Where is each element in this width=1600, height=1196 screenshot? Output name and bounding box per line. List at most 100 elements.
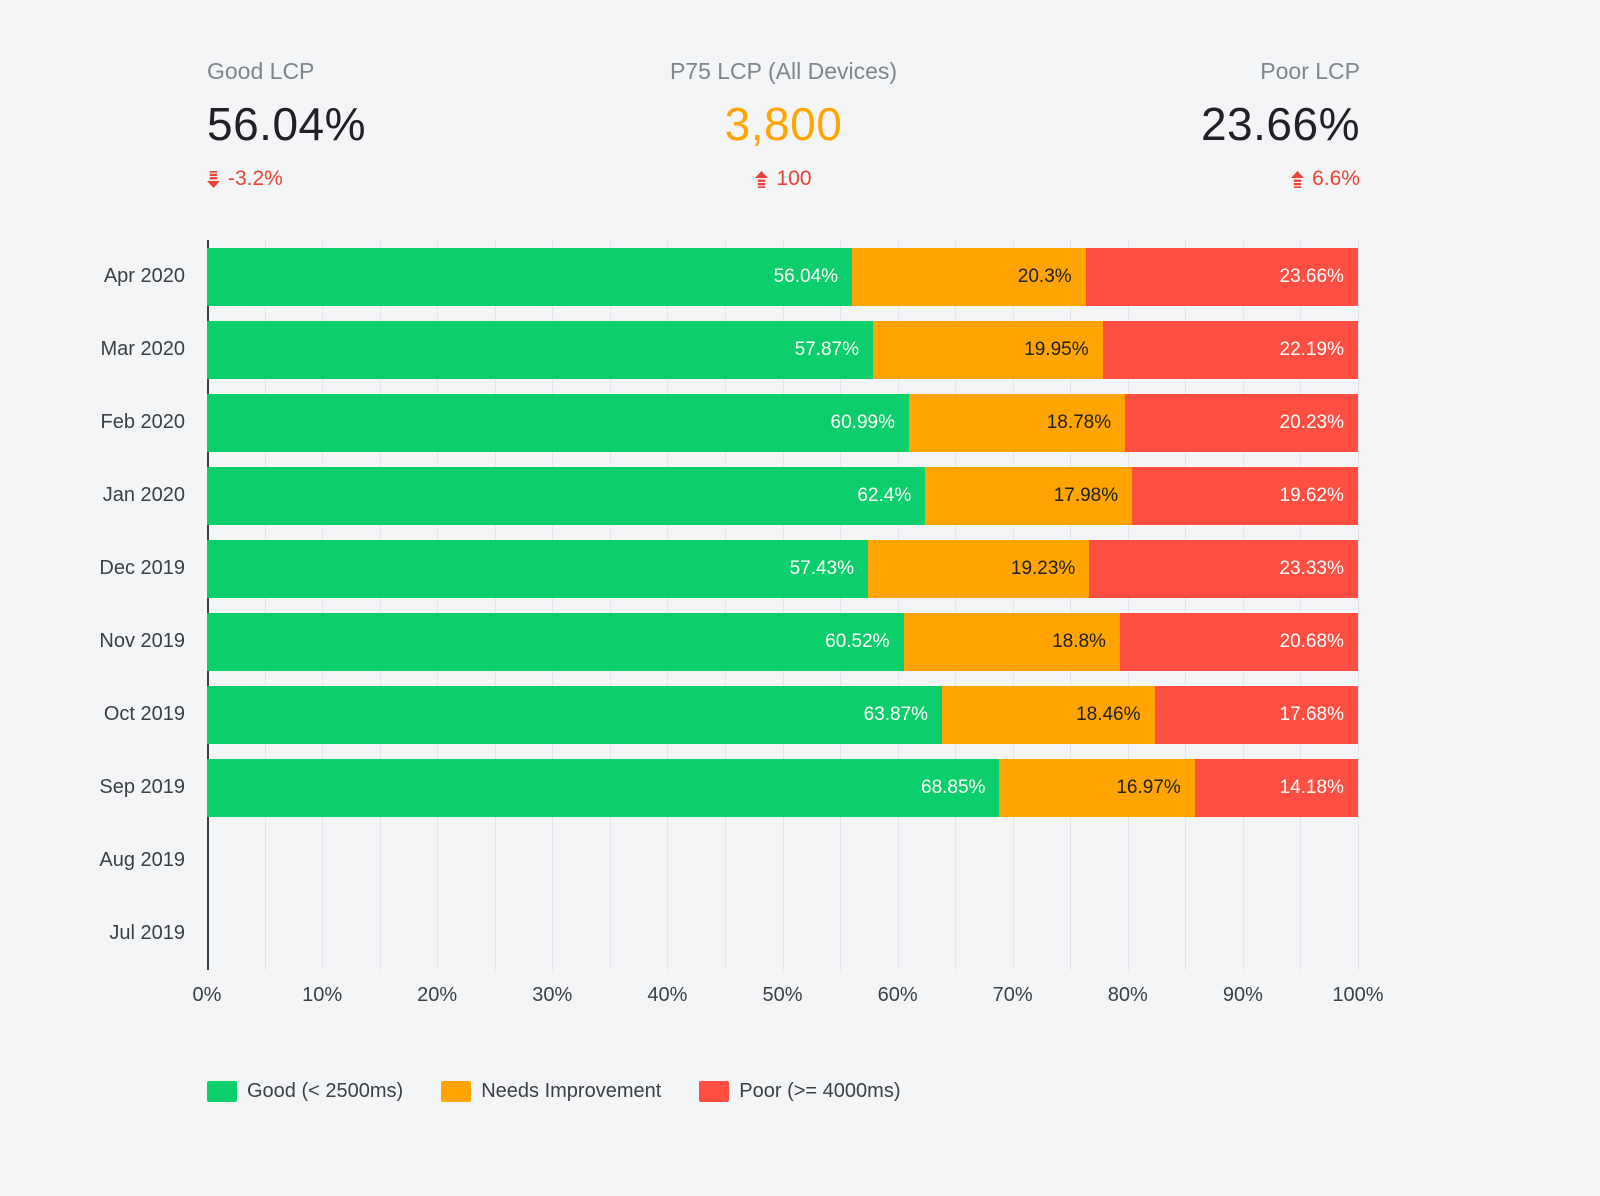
legend: Good (< 2500ms) Needs Improvement Poor (>=…	[207, 1080, 900, 1103]
gridline	[1012, 240, 1014, 970]
y-axis-label: Jan 2020	[102, 484, 185, 506]
bar-value-label: 16.97%	[1116, 776, 1181, 798]
y-axis-label: Oct 2019	[103, 703, 185, 725]
y-axis-label: Feb 2020	[100, 411, 185, 433]
x-axis-labels: 0% 10% 20% 30% 40% 50% 60% 70% 80% 90% 100%	[193, 984, 1384, 1012]
bar-value-label: 56.04%	[773, 265, 839, 287]
x-tick-label: 50%	[762, 984, 803, 1006]
bar-segment[interactable]: 56.04%	[207, 247, 853, 306]
gridline	[1127, 240, 1129, 970]
bar-segment[interactable]: 62.4%	[207, 466, 926, 525]
bar-segment[interactable]: 60.52%	[207, 612, 904, 671]
y-axis-label: Dec 2019	[99, 557, 185, 579]
gridline	[724, 240, 726, 970]
bar-value-label: 60.52%	[825, 630, 890, 652]
x-tick-label: 100%	[1332, 984, 1384, 1006]
gridline	[1242, 240, 1244, 970]
bar-segment[interactable]: 17.68%	[1154, 685, 1358, 744]
bar-value-label: 57.87%	[794, 338, 860, 360]
bar-row: 60.99% 18.78% 20.23%	[207, 393, 1358, 452]
arrow-up-icon	[1291, 170, 1305, 188]
kpi-delta-value: 6.6%	[1312, 167, 1360, 190]
legend-item: Needs Improvement	[441, 1080, 661, 1103]
gridline	[264, 240, 266, 970]
gridline	[1358, 240, 1359, 970]
bar-value-label: 18.46%	[1076, 703, 1141, 725]
legend-swatch	[207, 1081, 237, 1102]
x-tick-label: 10%	[302, 984, 343, 1006]
bar-value-label: 57.43%	[789, 557, 855, 579]
kpi-delta-value: 100	[776, 167, 812, 190]
bar-segment[interactable]: 18.46%	[942, 685, 1155, 744]
bar-segment[interactable]: 19.23%	[868, 539, 1090, 598]
bar-value-label: 60.99%	[830, 411, 895, 433]
bar-segment[interactable]: 20.23%	[1125, 393, 1358, 452]
bar-value-label: 22.19%	[1279, 338, 1344, 360]
lcp-stacked-bar-chart: Apr 2020 Mar 2020 Feb 2020 Jan 2020 Dec 2019…	[0, 240, 1600, 1040]
gridline	[840, 240, 842, 970]
bar-segment[interactable]: 19.62%	[1132, 466, 1358, 525]
bar-segment[interactable]: 57.43%	[207, 539, 869, 598]
bar-value-label: 20.68%	[1279, 630, 1344, 652]
gridline	[667, 240, 669, 970]
bar-value-label: 20.3%	[1017, 265, 1072, 287]
bar-value-label: 14.18%	[1279, 776, 1344, 798]
y-axis-label: Sep 2019	[99, 776, 185, 798]
bar-value-label: 62.4%	[857, 484, 912, 506]
kpi-delta-value: -3.2%	[228, 167, 283, 190]
bar-value-label: 19.95%	[1024, 338, 1089, 360]
kpi-header: Good LCP 56.04% -3.2% P75 LCP (All Devic…	[207, 58, 1360, 191]
gridline	[1300, 240, 1302, 970]
bar-row: 68.85% 16.97% 14.18%	[207, 758, 1358, 817]
bar-value-label: 17.68%	[1279, 703, 1344, 725]
y-axis-labels: Apr 2020 Mar 2020 Feb 2020 Jan 2020 Dec 2019…	[0, 240, 185, 970]
gridline	[552, 240, 554, 970]
bar-segment[interactable]: 63.87%	[207, 685, 943, 744]
bar-segment[interactable]: 22.19%	[1102, 320, 1358, 379]
y-axis-line	[207, 240, 209, 970]
bar-segment[interactable]: 23.66%	[1085, 247, 1358, 306]
bar-segment[interactable]: 14.18%	[1194, 758, 1358, 817]
bar-segment[interactable]: 68.85%	[207, 758, 1000, 817]
bar-segment[interactable]: 16.97%	[999, 758, 1195, 817]
bar-segment[interactable]: 18.8%	[903, 612, 1120, 671]
kpi-value: 3,800	[724, 98, 843, 150]
bar-segment[interactable]: 18.78%	[908, 393, 1126, 452]
y-axis-label: Mar 2020	[100, 338, 186, 360]
legend-label: Poor (>= 4000ms)	[739, 1080, 901, 1102]
kpi-delta: -3.2%	[207, 167, 366, 191]
bar-segment[interactable]: 20.3%	[852, 247, 1086, 306]
bar-segment[interactable]: 60.99%	[207, 393, 909, 452]
kpi-delta: 6.6%	[1201, 167, 1360, 191]
y-axis-label: Aug 2019	[99, 849, 185, 871]
bar-row: 62.4% 17.98% 19.62%	[207, 466, 1358, 525]
bar-segment[interactable]: 23.33%	[1089, 539, 1358, 598]
bar-row: 56.04% 20.3% 23.66%	[207, 247, 1358, 306]
bar-value-label: 18.78%	[1046, 411, 1112, 433]
y-axis-label: Jul 2019	[109, 922, 185, 944]
bar-value-label: 68.85%	[921, 776, 986, 798]
legend-swatch	[699, 1081, 730, 1102]
bar-row	[207, 832, 1358, 890]
legend-swatch	[441, 1081, 472, 1102]
x-tick-label: 0%	[192, 984, 222, 1006]
x-tick-label: 60%	[877, 984, 918, 1006]
bar-segment[interactable]: 19.95%	[873, 320, 1103, 379]
bar-segment[interactable]: 57.87%	[207, 320, 874, 379]
kpi-poor-lcp: Poor LCP 23.66% 6.6%	[1201, 58, 1360, 191]
kpi-label: Good LCP	[207, 58, 315, 84]
bar-segment[interactable]: 20.68%	[1119, 612, 1358, 671]
gridline	[955, 240, 957, 970]
bar-segment[interactable]: 17.98%	[925, 466, 1133, 525]
kpi-label: P75 LCP (All Devices)	[669, 58, 898, 84]
gridline	[897, 240, 899, 970]
bar-row: 57.87% 19.95% 22.19%	[207, 320, 1358, 379]
gridline	[782, 240, 784, 970]
bar-row	[207, 905, 1358, 963]
kpi-p75-lcp: P75 LCP (All Devices) 3,800 100	[670, 58, 897, 191]
kpi-label: Poor LCP	[1260, 58, 1360, 84]
bar-row: 60.52% 18.8% 20.68%	[207, 612, 1358, 671]
x-tick-label: 90%	[1222, 984, 1263, 1006]
x-tick-label: 70%	[992, 984, 1033, 1006]
x-tick-label: 20%	[417, 984, 458, 1006]
